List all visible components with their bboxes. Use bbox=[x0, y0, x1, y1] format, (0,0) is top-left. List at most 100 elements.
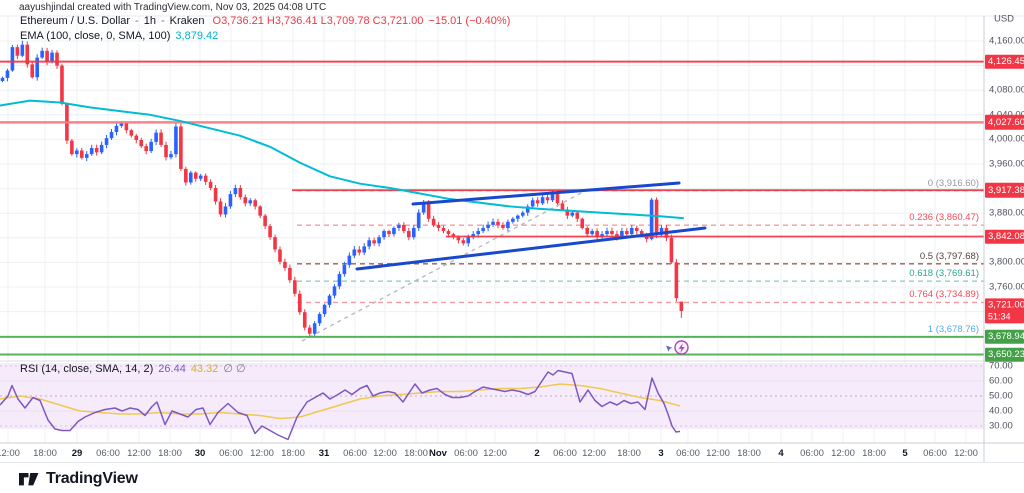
candle bbox=[585, 227, 589, 235]
candle bbox=[293, 280, 297, 294]
candle bbox=[436, 224, 441, 228]
time-label: 3 bbox=[658, 448, 664, 459]
candle bbox=[317, 314, 322, 324]
rsi-line bbox=[0, 369, 681, 441]
candle bbox=[268, 226, 272, 238]
candle bbox=[446, 231, 451, 235]
candle bbox=[193, 172, 198, 179]
candle bbox=[347, 255, 352, 265]
time-label: 12:00 bbox=[483, 448, 507, 459]
candle bbox=[679, 301, 684, 311]
candle bbox=[550, 194, 555, 201]
candle bbox=[25, 44, 30, 65]
candle bbox=[372, 240, 376, 244]
candle bbox=[367, 240, 371, 247]
candle bbox=[416, 212, 421, 228]
ohlc-key: L bbox=[320, 15, 327, 27]
candle bbox=[243, 197, 248, 204]
candle bbox=[466, 237, 471, 244]
candle bbox=[387, 231, 391, 235]
time-label: 2 bbox=[534, 448, 540, 459]
candle bbox=[40, 50, 44, 58]
ohlc-values: O3,736.21 H3,736.41 L3,709.78 C3,721.00 bbox=[210, 15, 424, 27]
candle bbox=[402, 224, 406, 232]
support-price-badge: 3,650.23 bbox=[985, 347, 1024, 362]
fib-level-label: 0 (3,916.60) bbox=[927, 177, 979, 189]
candle bbox=[20, 44, 25, 56]
candle bbox=[159, 132, 163, 145]
candle bbox=[35, 57, 39, 78]
candle bbox=[144, 146, 148, 152]
candle bbox=[119, 123, 124, 126]
candle bbox=[248, 200, 253, 204]
rsi-ma-line bbox=[0, 383, 681, 420]
candle bbox=[238, 187, 243, 198]
rsi-empty-values: ∅ ∅ bbox=[223, 363, 246, 375]
candle bbox=[139, 140, 144, 147]
currency-label: USD bbox=[993, 13, 1015, 25]
candle bbox=[263, 215, 267, 227]
time-label: 12:00 bbox=[0, 448, 20, 459]
fib-level-label: 0.236 (3,860.47) bbox=[909, 212, 979, 224]
candle bbox=[79, 150, 84, 158]
time-label: 12:00 bbox=[954, 448, 978, 459]
ema-value: 3,879.42 bbox=[175, 30, 219, 42]
price-badge: 4,126.45 bbox=[985, 54, 1024, 69]
candle bbox=[674, 262, 679, 299]
candle bbox=[307, 327, 312, 334]
time-label: 06:00 bbox=[96, 448, 120, 459]
time-label: 29 bbox=[71, 448, 83, 459]
candle bbox=[491, 221, 495, 225]
time-label: 5 bbox=[902, 448, 908, 459]
dashed-trendline bbox=[301, 191, 584, 342]
candle bbox=[421, 203, 426, 213]
attribution-text: aayushjindal created with TradingView.co… bbox=[19, 2, 327, 13]
candle bbox=[476, 231, 480, 235]
candle bbox=[70, 140, 74, 155]
candle bbox=[629, 227, 634, 235]
candle bbox=[124, 123, 129, 131]
candle bbox=[565, 209, 570, 216]
time-label: 06:00 bbox=[343, 448, 367, 459]
candle bbox=[649, 199, 654, 240]
ohlc-key: O bbox=[212, 15, 222, 27]
main-chart-pane[interactable] bbox=[0, 16, 984, 361]
candle bbox=[407, 231, 411, 238]
candle bbox=[129, 130, 134, 136]
symbol-exchange: Kraken bbox=[169, 15, 205, 27]
time-label: 12:00 bbox=[373, 448, 397, 459]
time-label: 06:00 bbox=[553, 448, 577, 459]
candle bbox=[312, 323, 317, 334]
candle bbox=[342, 264, 347, 275]
candle bbox=[486, 224, 490, 228]
time-label: 18:00 bbox=[281, 448, 305, 459]
brand-wordmark[interactable]: TradingView bbox=[46, 469, 138, 487]
candle bbox=[397, 224, 401, 228]
ohlc-value: 3,721.00 bbox=[380, 15, 424, 27]
trendline bbox=[411, 181, 681, 206]
candle bbox=[461, 240, 466, 244]
tradingview-logo-icon[interactable] bbox=[17, 468, 40, 490]
time-label: 12:00 bbox=[127, 448, 151, 459]
time-label: 06:00 bbox=[800, 448, 824, 459]
candle bbox=[322, 304, 327, 315]
candle bbox=[208, 181, 213, 188]
candle bbox=[540, 197, 545, 204]
symbol-interval: 1h bbox=[143, 15, 156, 27]
candle bbox=[50, 52, 54, 62]
ohlc-value: 3,736.21 bbox=[221, 15, 264, 27]
price-tick-label: 4,160.00 bbox=[989, 35, 1024, 47]
time-label: 18:00 bbox=[158, 448, 182, 459]
candle bbox=[154, 132, 158, 142]
rsi-tick-label: 30.00 bbox=[989, 420, 1013, 432]
candle bbox=[377, 237, 381, 244]
price-tick-label: 4,040.00 bbox=[989, 109, 1024, 120]
candle bbox=[669, 237, 674, 263]
candle bbox=[506, 221, 510, 228]
candle bbox=[169, 154, 173, 158]
rsi-legend: RSI (14, close, SMA, 14, 2) 26.44 43.32 … bbox=[20, 362, 246, 375]
candle bbox=[496, 221, 500, 225]
lightning-badge-icon bbox=[666, 340, 689, 355]
candle bbox=[625, 231, 629, 235]
candle bbox=[302, 312, 307, 328]
